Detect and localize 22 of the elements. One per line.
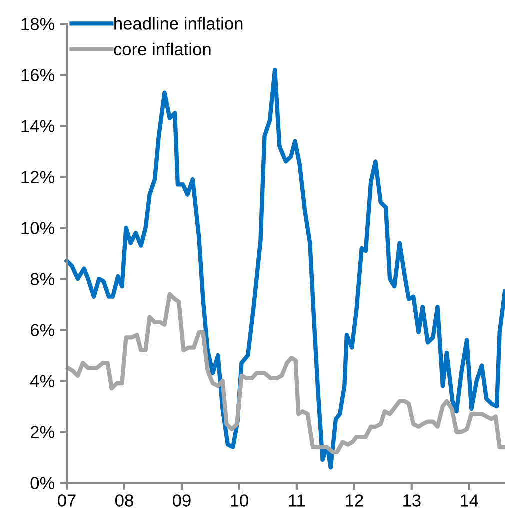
x-tick-label: 07 bbox=[58, 494, 76, 507]
line-series bbox=[64, 68, 505, 470]
x-tick-label: 14 bbox=[461, 494, 479, 507]
y-tick-label: 4% bbox=[30, 375, 55, 388]
x-tick-label: 13 bbox=[404, 494, 421, 507]
y-tick-label: 8% bbox=[30, 273, 55, 286]
y-tick-label: 0% bbox=[30, 477, 55, 490]
y-tick-label: 10% bbox=[22, 222, 55, 234]
legend-label: core inflation bbox=[114, 42, 211, 56]
x-tick-label: 08 bbox=[116, 494, 134, 507]
y-tick-label: 6% bbox=[30, 324, 55, 336]
x-tick-label: 09 bbox=[172, 494, 191, 507]
legend-label: headline inflation bbox=[114, 17, 243, 30]
y-tick-label: 2% bbox=[30, 426, 55, 438]
y-tick-label: 12% bbox=[22, 171, 55, 184]
y-tick-label: 16% bbox=[22, 69, 55, 82]
line-series bbox=[66, 292, 505, 454]
x-tick-label: 10 bbox=[231, 494, 248, 507]
y-tick-label: 18% bbox=[22, 18, 55, 30]
y-tick-label: 14% bbox=[22, 120, 55, 132]
x-tick-label: 11 bbox=[289, 494, 306, 507]
x-tick-label: 12 bbox=[346, 494, 364, 507]
